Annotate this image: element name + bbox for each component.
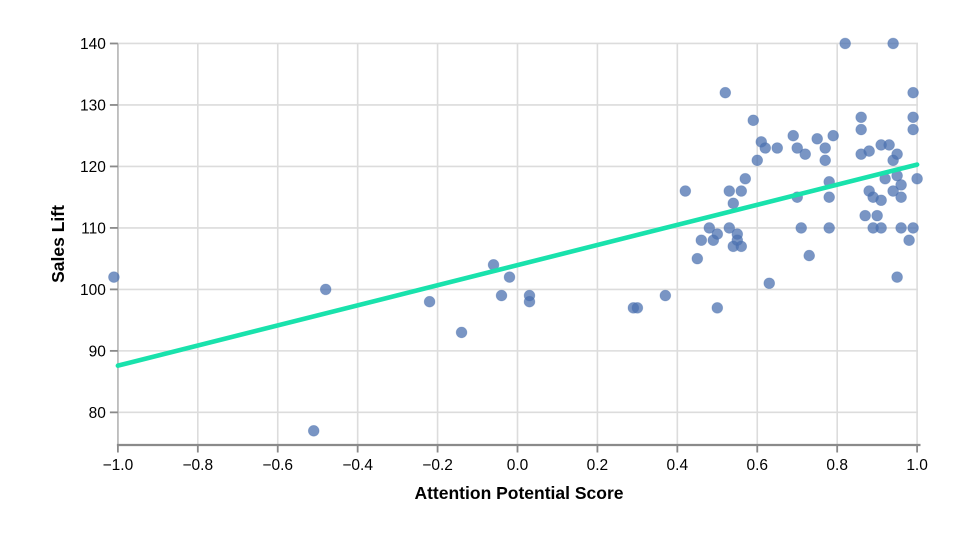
data-point [855,123,867,136]
trend-line-layer [115,162,920,368]
y-tick-label: 140 [80,36,106,53]
data-point [875,194,887,207]
data-point [907,86,919,99]
data-point [631,302,644,314]
data-point [771,142,784,154]
data-point [803,249,816,262]
data-point [703,222,716,234]
data-point [871,209,883,222]
x-tick-label: 1.0 [906,457,928,474]
regression-trend-line [115,162,920,368]
x-tick-label: 0.8 [826,457,848,474]
y-tick-label: 80 [89,405,107,422]
data-point [423,295,436,308]
data-point [895,222,907,234]
data-point [887,37,899,50]
data-point [735,185,748,197]
data-point [691,252,704,265]
gridlines [117,42,918,445]
x-tick-label: 0.4 [667,457,689,474]
data-point [895,179,907,191]
data-point [839,37,851,50]
data-point [819,154,831,167]
data-point [823,222,835,234]
data-point [819,142,831,154]
data-point [799,148,812,160]
x-tick-label: 0.6 [746,457,768,474]
data-point [739,172,752,185]
data-point [891,271,903,283]
data-point [907,111,919,124]
x-tick-label: 0.0 [507,457,529,474]
y-tick-label: 130 [80,98,106,115]
data-point [859,209,871,222]
data-point [895,191,907,203]
data-point [711,228,724,240]
data-point [875,222,887,234]
scatter-points [108,37,923,437]
x-tick-label: −0.2 [422,457,453,474]
tick-labels: −1.0 −0.8 −0.6 −0.4 −0.2 0.0 0.2 0.4 0.6 0.8 1.0 80… [80,36,928,474]
y-tick-label: 90 [89,343,107,360]
data-point [723,185,736,197]
data-point [495,289,508,302]
data-point [891,148,903,160]
x-tick-label: −0.8 [183,457,214,474]
data-point [823,191,835,203]
data-point [711,302,724,314]
x-axis-title: Attention Potential Score [414,483,623,503]
data-point [907,123,919,136]
data-point [307,425,320,437]
data-point [855,111,867,124]
data-point [827,129,839,142]
data-point [719,86,732,99]
data-point [108,271,120,283]
data-point [863,145,875,157]
data-point [319,283,332,296]
data-point [791,142,804,154]
x-tick-label: 0.2 [587,457,609,474]
axis-ticks [109,42,918,453]
data-point [735,240,748,253]
data-point [659,289,672,302]
y-axis-title: Sales Lift [48,205,68,283]
data-point [911,172,923,185]
data-point [763,277,776,290]
data-point [787,129,800,142]
data-point [903,234,915,247]
y-tick-label: 110 [81,221,106,238]
x-tick-label: −1.0 [103,457,134,474]
data-point [679,185,692,197]
y-tick-label: 100 [80,282,106,299]
data-point [727,197,740,210]
x-tick-label: −0.4 [342,457,373,474]
data-point [695,234,708,247]
data-point [723,222,736,234]
data-point [503,271,516,283]
data-point [795,222,808,234]
data-point [907,222,919,234]
data-point [883,139,895,151]
data-point [759,142,772,154]
data-point [887,185,899,197]
axis-spines [116,43,921,447]
data-point [811,132,823,145]
data-point [747,114,760,127]
x-tick-label: −0.6 [262,457,293,474]
data-point [523,295,536,308]
data-point [455,326,468,339]
data-point [751,154,764,167]
y-tick-label: 120 [80,159,106,176]
